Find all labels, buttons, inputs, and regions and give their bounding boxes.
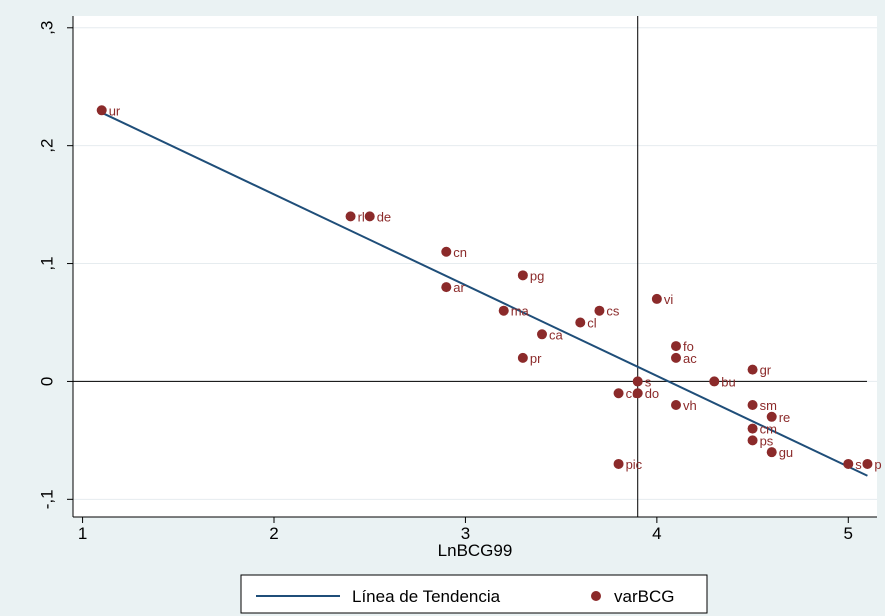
y-tick-label: ,2 bbox=[38, 139, 57, 153]
data-point bbox=[632, 388, 643, 399]
plot-area bbox=[73, 16, 877, 517]
data-point-label: sm bbox=[760, 398, 777, 413]
data-point-label: ma bbox=[511, 304, 530, 319]
data-point-label: pic bbox=[626, 457, 643, 472]
y-tick-label: -,1 bbox=[38, 489, 57, 509]
data-point-label: cm bbox=[760, 422, 777, 437]
data-point bbox=[345, 211, 356, 222]
data-point bbox=[364, 211, 375, 222]
data-point-label: pr bbox=[530, 351, 542, 366]
data-point bbox=[747, 364, 758, 375]
x-tick-label: 3 bbox=[461, 524, 470, 543]
data-point-label: ur bbox=[109, 103, 121, 118]
data-point bbox=[613, 458, 624, 469]
data-point bbox=[441, 282, 452, 293]
data-point-label: re bbox=[779, 410, 791, 425]
data-point bbox=[594, 305, 605, 316]
data-point bbox=[747, 435, 758, 446]
trend-line-layer bbox=[101, 111, 868, 477]
x-tick-label: 2 bbox=[269, 524, 278, 543]
x-axis-title: LnBCG99 bbox=[438, 541, 513, 560]
data-point-label: s bbox=[645, 374, 652, 389]
data-point-label: do bbox=[645, 386, 659, 401]
data-point-label: ps bbox=[760, 433, 774, 448]
data-point-label: s bbox=[855, 457, 862, 472]
data-point-label: p bbox=[874, 457, 881, 472]
data-point bbox=[671, 400, 681, 411]
legend-dot-swatch bbox=[591, 591, 601, 601]
trend-line bbox=[101, 111, 868, 477]
data-point-label: fo bbox=[683, 339, 694, 354]
data-point-label: cn bbox=[453, 245, 467, 260]
data-point-label: gr bbox=[760, 363, 772, 378]
legend-entry-varbcg: varBCG bbox=[614, 587, 674, 606]
data-point-label: ac bbox=[683, 351, 697, 366]
data-point-label: de bbox=[377, 209, 391, 224]
x-tick-label: 5 bbox=[844, 524, 853, 543]
legend-entry-trend-line: Línea de Tendencia bbox=[352, 587, 501, 606]
data-point-label: rl bbox=[358, 209, 365, 224]
data-point bbox=[498, 305, 509, 316]
data-point bbox=[575, 317, 586, 328]
data-point bbox=[441, 246, 452, 257]
y-tick-label: ,3 bbox=[38, 21, 57, 35]
data-point bbox=[96, 105, 107, 116]
data-point-label: gu bbox=[779, 445, 793, 460]
data-point bbox=[766, 447, 777, 458]
data-point bbox=[766, 411, 777, 422]
data-point-label: ca bbox=[549, 327, 564, 342]
data-point-label: cs bbox=[606, 304, 620, 319]
data-point-label: vh bbox=[683, 398, 697, 413]
data-point bbox=[632, 376, 643, 387]
legend: Línea de Tendencia varBCG bbox=[240, 574, 708, 614]
data-point bbox=[517, 352, 528, 363]
y-tick-label: 0 bbox=[38, 377, 57, 386]
data-point bbox=[709, 376, 720, 387]
data-point-label: cl bbox=[587, 315, 597, 330]
ticks: -,1 0 ,1 ,2 ,3 1 2 3 4 5 bbox=[38, 21, 854, 543]
reference-lines bbox=[73, 16, 867, 517]
data-point bbox=[651, 293, 662, 304]
y-tick-label: ,1 bbox=[38, 256, 57, 270]
x-tick-label: 4 bbox=[652, 524, 661, 543]
data-point bbox=[613, 388, 624, 399]
data-point bbox=[862, 458, 873, 469]
data-point-label: pg bbox=[530, 268, 544, 283]
data-point bbox=[671, 341, 681, 352]
data-point-label: ar bbox=[453, 280, 465, 295]
data-point bbox=[537, 329, 547, 340]
axes bbox=[72, 16, 877, 518]
data-point bbox=[843, 458, 854, 469]
data-point bbox=[517, 270, 528, 281]
data-point bbox=[671, 352, 681, 363]
legend-box bbox=[240, 574, 708, 614]
data-point-label: bu bbox=[721, 374, 735, 389]
x-tick-label: 1 bbox=[78, 524, 87, 543]
data-point bbox=[747, 400, 758, 411]
data-point bbox=[747, 423, 758, 434]
data-point-label: vi bbox=[664, 292, 674, 307]
